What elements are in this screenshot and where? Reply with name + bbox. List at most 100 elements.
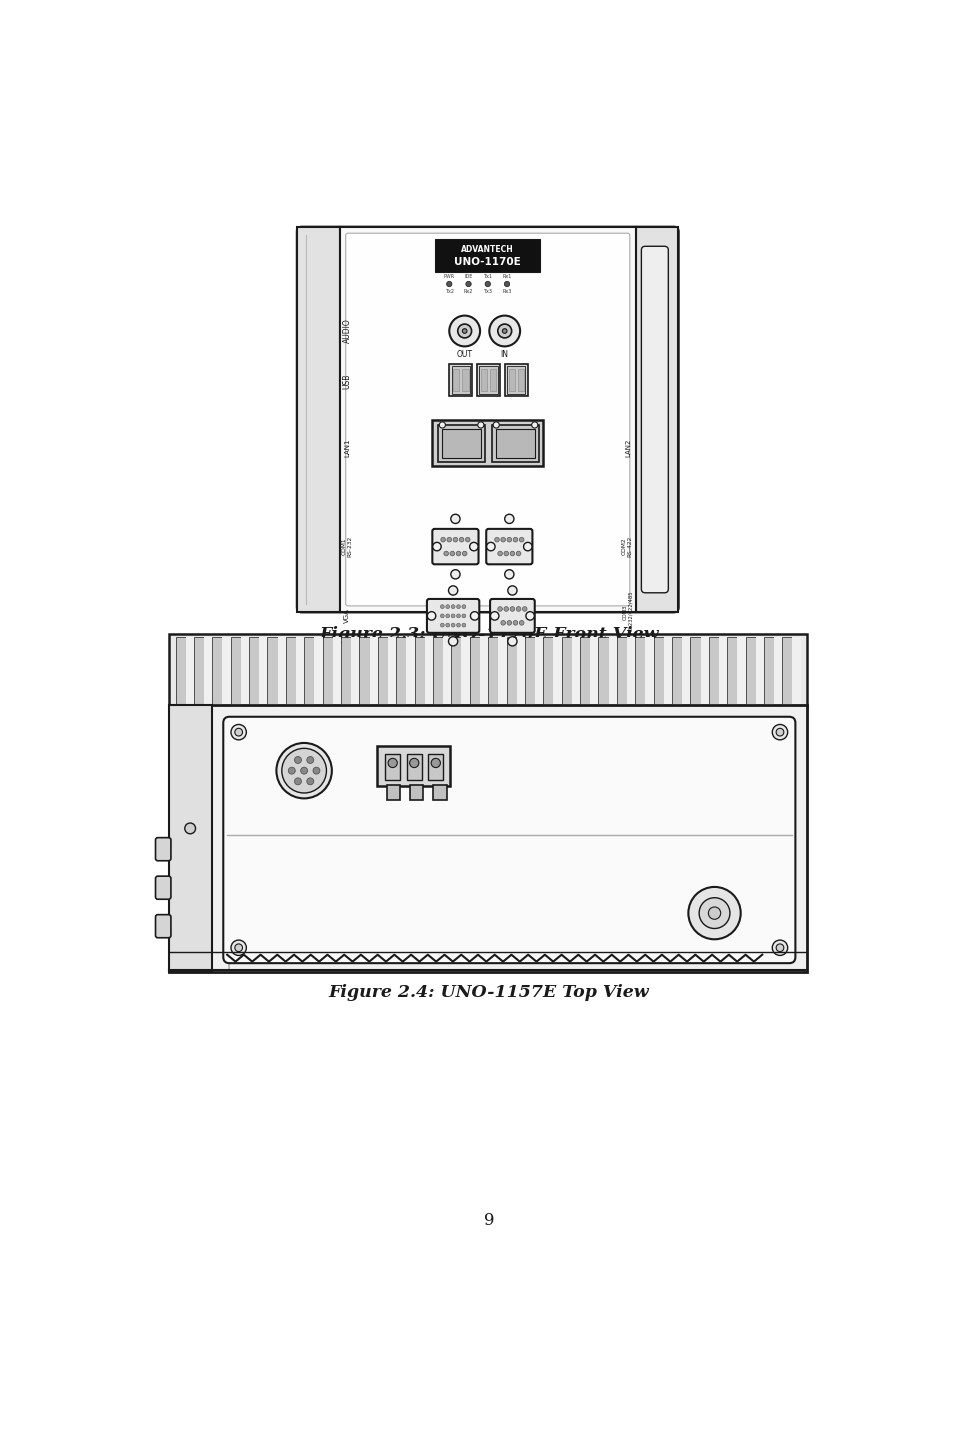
Bar: [626, 636, 635, 704]
Bar: [590, 636, 598, 704]
Circle shape: [440, 605, 444, 609]
Bar: [506, 366, 525, 395]
Text: Rx2: Rx2: [463, 289, 473, 293]
Bar: [497, 636, 506, 704]
Circle shape: [776, 944, 783, 951]
Circle shape: [772, 940, 787, 955]
Bar: [231, 636, 240, 704]
Circle shape: [504, 282, 509, 286]
Circle shape: [456, 613, 460, 618]
Bar: [314, 636, 322, 704]
Bar: [461, 636, 469, 704]
Bar: [438, 425, 484, 462]
Circle shape: [513, 538, 517, 542]
Bar: [442, 429, 480, 458]
Bar: [608, 636, 617, 704]
Bar: [395, 636, 406, 704]
Bar: [504, 365, 527, 396]
Bar: [451, 636, 461, 704]
Text: UNO-1170E: UNO-1170E: [454, 257, 520, 266]
Circle shape: [518, 621, 523, 625]
Bar: [719, 636, 726, 704]
Bar: [259, 636, 267, 704]
Circle shape: [495, 538, 498, 542]
Circle shape: [431, 758, 440, 768]
Circle shape: [502, 329, 506, 333]
Bar: [506, 636, 517, 704]
Circle shape: [440, 623, 444, 626]
Circle shape: [503, 551, 508, 556]
Circle shape: [506, 621, 511, 625]
Circle shape: [440, 613, 444, 618]
Circle shape: [234, 728, 242, 736]
Bar: [170, 705, 806, 972]
Bar: [297, 227, 339, 612]
Bar: [773, 636, 781, 704]
FancyBboxPatch shape: [155, 915, 171, 938]
Text: AUDIO: AUDIO: [342, 319, 352, 343]
Circle shape: [699, 898, 729, 928]
Bar: [469, 636, 479, 704]
Bar: [286, 636, 295, 704]
Bar: [222, 636, 231, 704]
Bar: [415, 636, 424, 704]
Circle shape: [231, 725, 246, 739]
Circle shape: [497, 325, 511, 337]
Text: Figure 2.3: UNO-1170E Front View: Figure 2.3: UNO-1170E Front View: [318, 626, 659, 644]
Bar: [553, 636, 561, 704]
Bar: [671, 636, 681, 704]
Bar: [561, 636, 571, 704]
Circle shape: [456, 605, 460, 609]
Text: LAN1: LAN1: [344, 439, 350, 458]
Circle shape: [490, 612, 498, 621]
Circle shape: [523, 542, 532, 551]
Circle shape: [451, 515, 459, 523]
Bar: [449, 365, 472, 396]
FancyBboxPatch shape: [432, 529, 478, 565]
Circle shape: [507, 586, 517, 595]
Circle shape: [446, 282, 452, 286]
Circle shape: [448, 586, 457, 595]
Text: COM2
RS-422: COM2 RS-422: [620, 536, 632, 558]
Circle shape: [288, 766, 295, 774]
Bar: [186, 636, 193, 704]
FancyBboxPatch shape: [640, 246, 668, 593]
Circle shape: [500, 621, 505, 625]
Bar: [617, 636, 626, 704]
Bar: [340, 636, 351, 704]
Bar: [322, 636, 333, 704]
Circle shape: [307, 756, 314, 764]
Circle shape: [708, 907, 720, 919]
Bar: [781, 636, 792, 704]
Circle shape: [503, 606, 508, 611]
Bar: [435, 239, 539, 272]
Circle shape: [525, 612, 534, 621]
Bar: [193, 636, 204, 704]
FancyBboxPatch shape: [490, 599, 535, 633]
Bar: [295, 636, 304, 704]
Circle shape: [427, 612, 436, 621]
Bar: [170, 705, 212, 972]
Circle shape: [185, 824, 195, 834]
FancyBboxPatch shape: [155, 877, 171, 899]
Circle shape: [504, 569, 514, 579]
Circle shape: [477, 422, 483, 428]
Circle shape: [294, 778, 301, 785]
Bar: [428, 754, 443, 779]
Bar: [462, 369, 468, 390]
Bar: [543, 636, 553, 704]
Circle shape: [470, 612, 478, 621]
Circle shape: [300, 766, 307, 774]
Bar: [645, 636, 653, 704]
Circle shape: [484, 282, 490, 286]
Circle shape: [516, 551, 520, 556]
Circle shape: [451, 605, 455, 609]
Bar: [304, 636, 314, 704]
Text: VGA: VGA: [344, 608, 350, 623]
Circle shape: [513, 621, 517, 625]
Bar: [663, 636, 671, 704]
Bar: [409, 785, 423, 799]
Text: COM3
RS-232/422/485: COM3 RS-232/422/485: [622, 591, 633, 633]
Bar: [386, 785, 400, 799]
Circle shape: [443, 551, 448, 556]
